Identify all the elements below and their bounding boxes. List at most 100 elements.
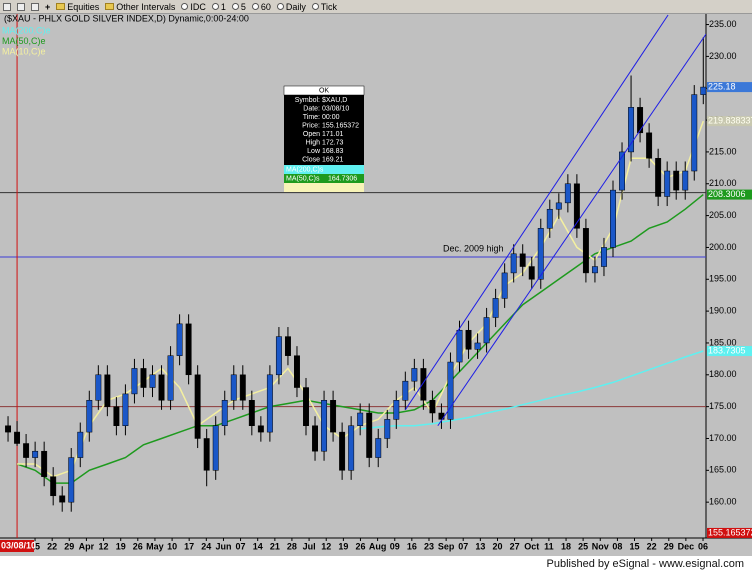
candle-body — [158, 374, 165, 401]
y-tick-label: 215.00 — [709, 146, 737, 156]
candle-body — [266, 374, 273, 433]
candle-body — [122, 393, 129, 426]
price-label-box — [707, 82, 752, 93]
x-tick-label: 09 — [390, 541, 400, 551]
x-tick-label: 29 — [664, 541, 674, 551]
candle-body — [528, 266, 535, 280]
candle-body — [257, 425, 264, 433]
x-tick-label: May — [146, 541, 164, 551]
x-tick-label: 13 — [475, 541, 485, 551]
moving-average-line — [360, 350, 704, 430]
price-label-box — [707, 527, 752, 538]
candle-body — [59, 495, 66, 503]
candle-body — [619, 151, 625, 191]
candle-body — [203, 438, 210, 471]
candle-body — [573, 183, 580, 229]
candle-body — [384, 419, 391, 439]
y-tick-label: 170.00 — [709, 433, 737, 443]
data-window-value: 172.73 — [322, 139, 344, 146]
price-label-box — [707, 346, 752, 357]
data-window-label: Symbol: — [295, 97, 320, 104]
chart: Dec. 2009 high 160.00 165.00 170.00 175.00 1… — [0, 13, 752, 556]
candle-body — [375, 438, 382, 458]
candle-body — [682, 170, 689, 191]
y-tick-label: 160.00 — [709, 497, 737, 507]
line-label: Dec. 2009 high — [443, 243, 504, 253]
icon[interactable] — [17, 2, 25, 11]
legend-entry: MA(50,C)e — [2, 36, 46, 46]
y-tick-label: 235.00 — [709, 19, 737, 29]
trendline — [404, 14, 669, 411]
candle-body — [95, 374, 102, 401]
candle-body — [546, 208, 553, 229]
candle-body — [330, 400, 337, 433]
x-tick-label: 17 — [184, 541, 194, 551]
x-tick-label: 18 — [561, 541, 571, 551]
x-tick-label: Apr — [79, 541, 95, 551]
x-tick-label: 08 — [612, 541, 622, 551]
candle-body — [221, 400, 228, 426]
x-tick-label: Jun — [215, 541, 231, 551]
candle-body — [393, 400, 400, 420]
candle-body — [239, 374, 246, 401]
data-window-label: Low — [307, 148, 321, 155]
x-tick-label: 22 — [47, 541, 57, 551]
x-tick-label: 12 — [99, 541, 109, 551]
candle-body — [41, 450, 48, 477]
candle-body — [275, 336, 282, 376]
candle-body — [167, 355, 174, 401]
candle-body — [655, 158, 662, 197]
candle-body — [321, 400, 328, 452]
icon[interactable] — [3, 2, 11, 11]
candle-body — [149, 374, 156, 388]
x-tick-label: Dec — [678, 541, 695, 551]
candle-body — [628, 107, 635, 153]
candle-body — [492, 298, 499, 318]
toolbar-button[interactable]: IDC — [190, 1, 206, 12]
toolbar-button[interactable]: 1 — [220, 1, 226, 12]
candle-body — [50, 476, 57, 497]
y-tick-label: 165.00 — [709, 465, 737, 475]
candle-body — [555, 202, 562, 210]
icon[interactable]: + — [45, 1, 51, 12]
data-window-label: Date: — [303, 105, 320, 112]
icon[interactable] — [31, 2, 39, 11]
data-window-ma-bg — [284, 165, 364, 174]
candle-body — [23, 443, 30, 458]
candle-body — [230, 374, 237, 401]
candle-body — [591, 266, 598, 274]
toolbar-button[interactable]: Tick — [320, 1, 338, 12]
x-tick-label: 21 — [270, 541, 280, 551]
x-tick-label: Nov — [592, 541, 609, 551]
price-label: 219.838337 — [708, 115, 752, 125]
toolbar-button[interactable]: 60 — [260, 1, 271, 12]
chart-background — [0, 14, 752, 556]
cursor-date: 03/08/10 — [1, 540, 36, 550]
candle-body — [429, 400, 436, 414]
candle-body — [248, 400, 255, 426]
toolbar-button[interactable]: Equities — [67, 1, 100, 12]
toolbar-button[interactable]: Daily — [285, 1, 306, 12]
x-tick-label: 27 — [510, 541, 520, 551]
candle-body — [501, 272, 508, 299]
candle-body — [366, 412, 373, 458]
candle-body — [510, 253, 517, 274]
data-window-ma-value: 164.7306 — [328, 175, 357, 182]
data-window-label: Price: — [302, 122, 320, 129]
candle-body — [582, 228, 589, 274]
candle-body — [537, 228, 544, 280]
candle-body — [519, 253, 526, 267]
candle-body — [14, 431, 21, 444]
toolbar-button[interactable]: 5 — [240, 1, 246, 12]
toolbar-button[interactable]: Other Intervals — [116, 1, 176, 12]
x-tick-label: 26 — [133, 541, 143, 551]
candle-body — [420, 368, 427, 401]
x-tick-label: 26 — [355, 541, 365, 551]
candle-body — [5, 425, 11, 433]
x-tick-label: 20 — [493, 541, 503, 551]
candle-body — [68, 457, 75, 503]
x-tick-label: 07 — [458, 541, 468, 551]
candle-body — [194, 374, 201, 439]
data-window-row — [284, 183, 364, 192]
